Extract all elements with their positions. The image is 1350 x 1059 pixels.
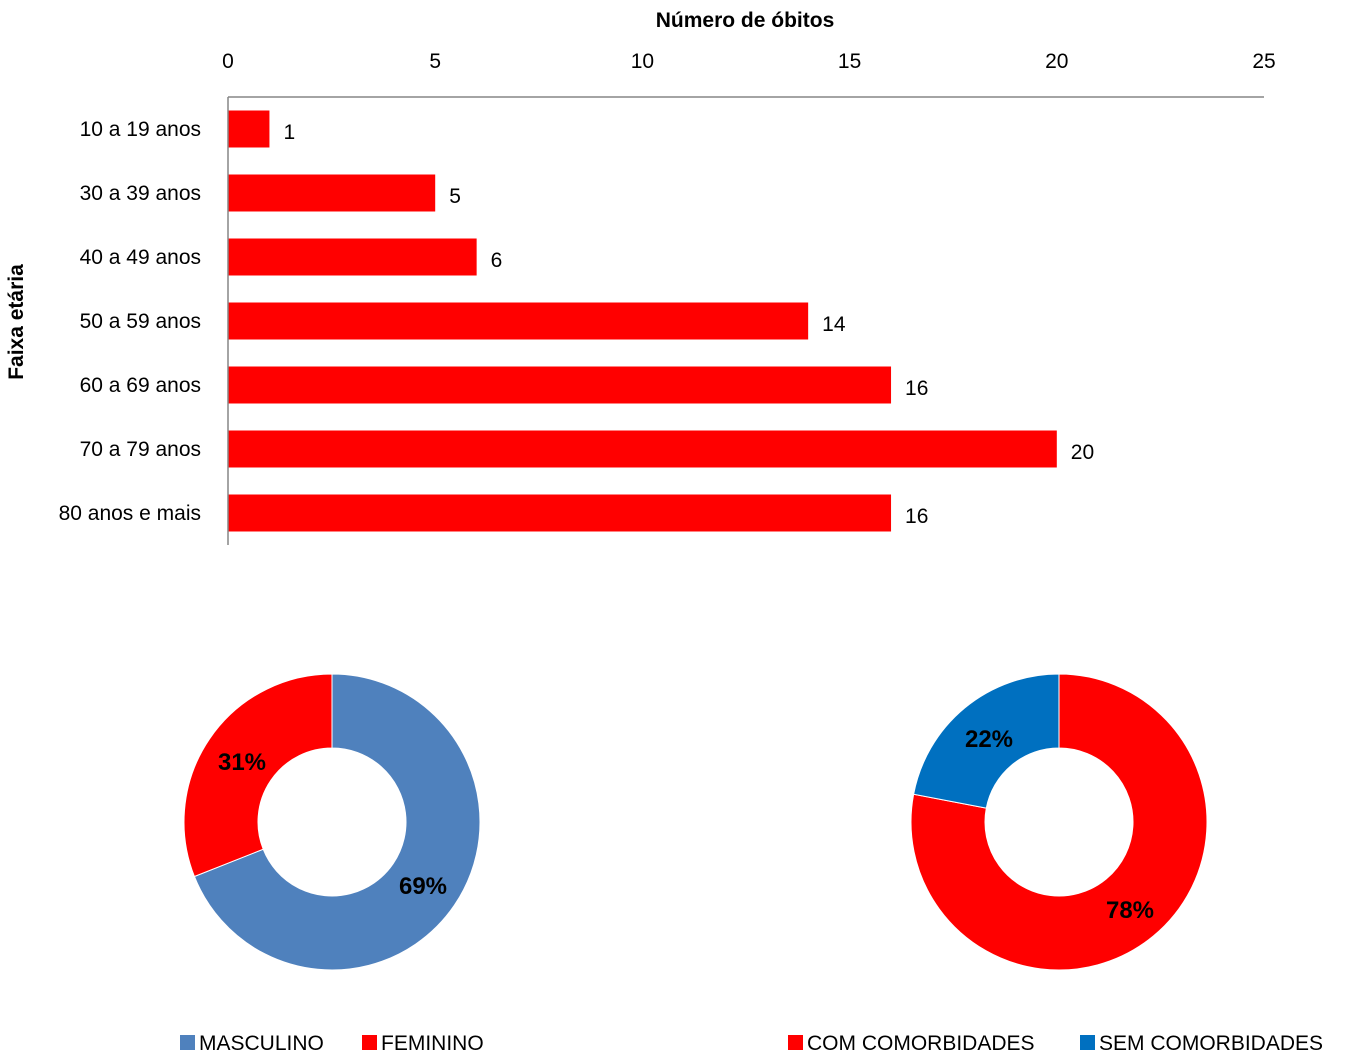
data-label: 20 [1071,441,1094,464]
data-label: 16 [905,377,928,400]
data-labels: 1 5 6 14 16 20 16 [283,121,1094,528]
category-label: 10 a 19 anos [80,118,201,141]
data-label: 6 [491,249,503,272]
legend-label: SEM COMORBIDADES [1099,1032,1323,1055]
category-label: 70 a 79 anos [80,438,201,461]
bars [228,110,1057,532]
x-tick-labels: 0 5 10 15 20 25 [222,50,1276,73]
legend-comorbidities: COM COMORBIDADES SEM COMORBIDADES [788,1032,1323,1055]
donut-slice [183,673,333,878]
bar [228,366,892,404]
category-labels: 10 a 19 anos 30 a 39 anos 40 a 49 anos 50 a… [59,118,201,525]
y-axis-title: Faixa etária [5,264,28,380]
slice-label: 22% [965,726,1013,753]
bar [228,494,892,532]
x-tick-label: 25 [1252,50,1275,73]
legend-sex: MASCULINO FEMININO [180,1032,484,1055]
legend-swatch [362,1035,377,1050]
x-axis-title: Número de óbitos [656,9,835,32]
category-label: 80 anos e mais [59,502,201,525]
legend-label: MASCULINO [199,1032,324,1055]
bar [228,110,270,148]
data-label: 1 [283,121,295,144]
category-label: 50 a 59 anos [80,310,201,333]
donut-chart-comorbidities: 78% 22% [910,673,1208,971]
legend-swatch [788,1035,803,1050]
data-label: 14 [822,313,846,336]
x-tick-label: 0 [222,50,234,73]
legend-swatch [180,1035,195,1050]
bar [228,238,477,276]
category-label: 40 a 49 anos [80,246,201,269]
donut-chart-sex: 69% 31% [183,673,481,971]
slice-label: 78% [1106,897,1154,924]
bar [228,430,1057,468]
legend-label: FEMININO [381,1032,484,1055]
category-label: 60 a 69 anos [80,374,201,397]
x-tick-label: 20 [1045,50,1068,73]
slice-label: 69% [399,873,447,900]
bar-chart: Número de óbitos Faixa etária 0 5 10 15 20 25… [5,9,1276,545]
legend-swatch [1080,1035,1095,1050]
bar [228,174,436,212]
x-tick-label: 5 [429,50,441,73]
x-tick-label: 10 [631,50,654,73]
donut-slice [913,673,1060,809]
donut-slice [193,673,481,971]
bar [228,302,809,340]
category-label: 30 a 39 anos [80,182,201,205]
data-label: 5 [449,185,461,208]
slice-label: 31% [218,749,266,776]
data-label: 16 [905,505,928,528]
donut-slice [910,673,1208,971]
legend-label: COM COMORBIDADES [807,1032,1035,1055]
x-tick-label: 15 [838,50,861,73]
